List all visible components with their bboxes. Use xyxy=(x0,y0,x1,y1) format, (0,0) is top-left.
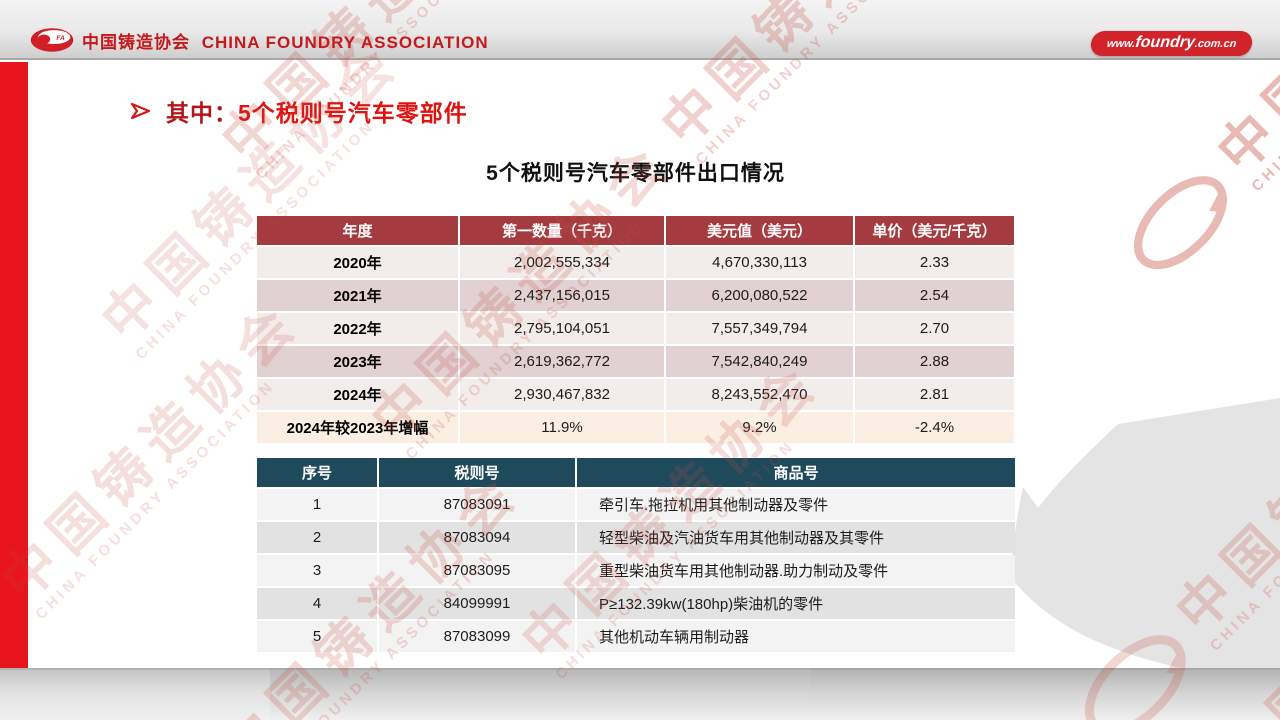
table-cell: 2023年 xyxy=(257,346,458,377)
table-cell: 2024年较2023年增幅 xyxy=(257,412,458,443)
footer-band-shade-right xyxy=(810,668,1280,720)
table-row: 2 87083094 轻型柴油及汽油货车用其他制动器及其零件 xyxy=(257,522,1015,553)
arrow-bullet-icon xyxy=(130,102,151,120)
table-cell: 2024年 xyxy=(257,379,458,410)
table-cell: 2022年 xyxy=(257,313,458,344)
table-cell: 2.81 xyxy=(855,379,1014,410)
table-row: 1 87083091 牵引车.拖拉机用其他制动器及零件 xyxy=(257,489,1015,520)
table-cell: 87083094 xyxy=(379,522,575,553)
table-cell: 4,670,330,113 xyxy=(666,247,853,278)
table-cell: 87083099 xyxy=(379,621,575,652)
table-cell: 87083091 xyxy=(379,489,575,520)
table-row: 2021年 2,437,156,015 6,200,080,522 2.54 xyxy=(257,280,1014,311)
table-cell: 7,557,349,794 xyxy=(666,313,853,344)
url-tld: .com.cn xyxy=(1193,38,1237,50)
table-cell: 87083095 xyxy=(379,555,575,586)
table-cell: 2020年 xyxy=(257,247,458,278)
table-cell: 2.88 xyxy=(855,346,1014,377)
slide-heading-text: 其中：5个税则号汽车零部件 xyxy=(166,94,468,128)
hs-code-table: 序号 税则号 商品号 1 87083091 牵引车.拖拉机用其他制动器及零件 2… xyxy=(257,458,1015,652)
table-cell: 1 xyxy=(257,489,377,520)
heading-prefix: 其中： xyxy=(166,100,238,126)
table-cell: 2021年 xyxy=(257,280,458,311)
table-row: 2024年 2,930,467,832 8,243,552,470 2.81 xyxy=(257,379,1014,410)
table-header-cell: 税则号 xyxy=(379,458,575,487)
table-row: 2023年 2,619,362,772 7,542,840,249 2.88 xyxy=(257,346,1014,377)
table-row: 3 87083095 重型柴油货车用其他制动器.助力制动及零件 xyxy=(257,555,1015,586)
table-cell: 3 xyxy=(257,555,377,586)
table-row-growth: 2024年较2023年增幅 11.9% 9.2% -2.4% xyxy=(257,412,1014,443)
association-logo: FA 中国铸造协会 CHINA FOUNDRY ASSOCIATION xyxy=(30,27,489,53)
table-cell: P≥132.39kw(180hp)柴油机的零件 xyxy=(577,588,1015,619)
association-name: 中国铸造协会 CHINA FOUNDRY ASSOCIATION xyxy=(82,28,489,53)
table-cell: 7,542,840,249 xyxy=(666,346,853,377)
slide-heading: 其中：5个税则号汽车零部件 xyxy=(128,94,468,128)
footer-band-shade-left xyxy=(270,668,810,720)
table-cell: 重型柴油货车用其他制动器.助力制动及零件 xyxy=(577,555,1015,586)
table-cell: 其他机动车辆用制动器 xyxy=(577,621,1015,652)
table-header-cell: 商品号 xyxy=(577,458,1015,487)
table-cell: 4 xyxy=(257,588,377,619)
cfa-logo-icon: FA xyxy=(30,28,74,52)
url-name: foundry xyxy=(1134,34,1196,51)
table-cell: 2,437,156,015 xyxy=(460,280,664,311)
table-cell: 11.9% xyxy=(460,412,664,443)
hs-table-header-row: 序号 税则号 商品号 xyxy=(257,458,1015,487)
table-cell: 2.54 xyxy=(855,280,1014,311)
table-cell: 牵引车.拖拉机用其他制动器及零件 xyxy=(577,489,1015,520)
association-name-en: CHINA FOUNDRY ASSOCIATION xyxy=(201,32,489,52)
table-header-cell: 年度 xyxy=(257,216,458,245)
table-title: 5个税则号汽车零部件出口情况 xyxy=(486,162,785,185)
table-cell: 2,002,555,334 xyxy=(460,247,664,278)
header-band xyxy=(0,0,1280,60)
table-header-cell: 单价（美元/千克） xyxy=(855,216,1014,245)
table-header-cell: 第一数量（千克） xyxy=(460,216,664,245)
table-header-cell: 美元值（美元） xyxy=(666,216,853,245)
table-row: 2020年 2,002,555,334 4,670,330,113 2.33 xyxy=(257,247,1014,278)
footer-band xyxy=(0,668,1280,720)
table-cell: 2,619,362,772 xyxy=(460,346,664,377)
table-cell: 2.70 xyxy=(855,313,1014,344)
table-cell: 9.2% xyxy=(666,412,853,443)
left-accent-bar xyxy=(0,62,28,668)
svg-text:FA: FA xyxy=(56,35,65,42)
table-row: 5 87083099 其他机动车辆用制动器 xyxy=(257,621,1015,652)
heading-main: 5个税则号汽车零部件 xyxy=(238,100,468,126)
table-cell: -2.4% xyxy=(855,412,1014,443)
table-cell: 2,795,104,051 xyxy=(460,313,664,344)
table-cell: 2,930,467,832 xyxy=(460,379,664,410)
table-cell: 2.33 xyxy=(855,247,1014,278)
table-header-cell: 序号 xyxy=(257,458,377,487)
table-cell: 6,200,080,522 xyxy=(666,280,853,311)
association-name-cn: 中国铸造协会 xyxy=(82,32,190,52)
table-cell: 8,243,552,470 xyxy=(666,379,853,410)
url-www: www. xyxy=(1105,38,1136,50)
export-table-header-row: 年度 第一数量（千克） 美元值（美元） 单价（美元/千克） xyxy=(257,216,1014,245)
table-row: 2022年 2,795,104,051 7,557,349,794 2.70 xyxy=(257,313,1014,344)
export-table: 年度 第一数量（千克） 美元值（美元） 单价（美元/千克） 2020年 2,00… xyxy=(257,216,1014,443)
website-url-badge: www. foundry .com.cn xyxy=(1089,31,1254,56)
table-cell: 轻型柴油及汽油货车用其他制动器及其零件 xyxy=(577,522,1015,553)
table-row: 4 84099991 P≥132.39kw(180hp)柴油机的零件 xyxy=(257,588,1015,619)
table-cell: 5 xyxy=(257,621,377,652)
table-cell: 2 xyxy=(257,522,377,553)
table-cell: 84099991 xyxy=(379,588,575,619)
